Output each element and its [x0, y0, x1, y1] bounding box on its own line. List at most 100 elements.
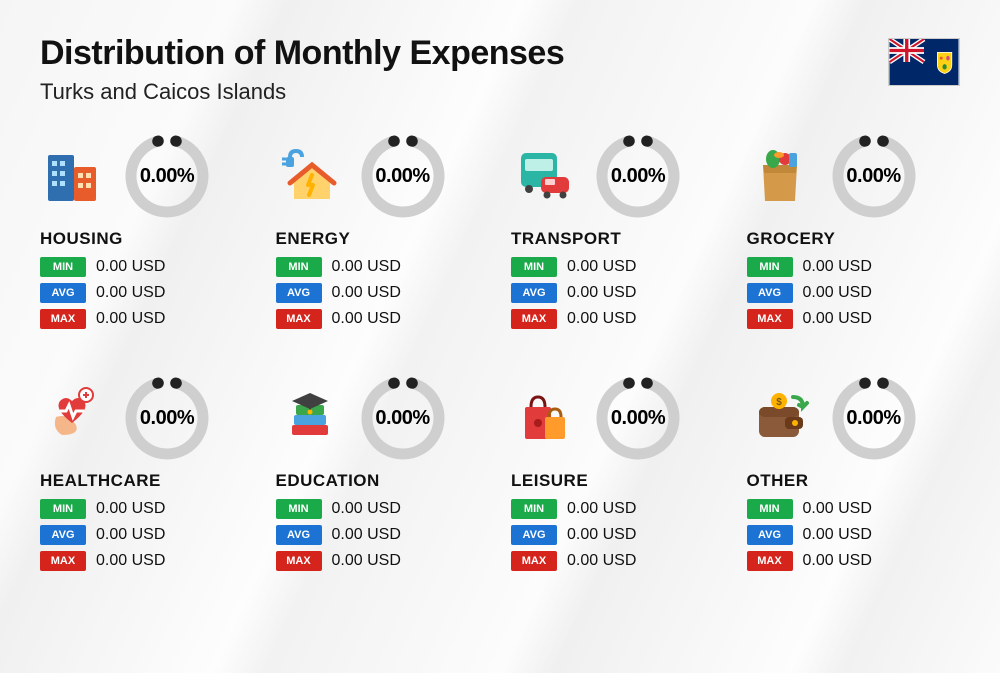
percent-value: 0.00%	[846, 165, 900, 188]
avg-value: 0.00 USD	[96, 526, 165, 544]
icon-row: 0.00%	[511, 133, 725, 219]
stat-avg: AVG 0.00 USD	[40, 283, 254, 303]
percent-value: 0.00%	[611, 165, 665, 188]
stat-max: MAX 0.00 USD	[276, 551, 490, 571]
category-name: OTHER	[747, 471, 961, 491]
category-name: EDUCATION	[276, 471, 490, 491]
avg-value: 0.00 USD	[567, 284, 636, 302]
max-value: 0.00 USD	[567, 310, 636, 328]
avg-value: 0.00 USD	[332, 526, 401, 544]
badge-max: MAX	[40, 551, 86, 571]
stat-min: MIN 0.00 USD	[747, 499, 961, 519]
min-value: 0.00 USD	[803, 258, 872, 276]
percent-value: 0.00%	[375, 407, 429, 430]
badge-avg: AVG	[747, 525, 793, 545]
category-name: TRANSPORT	[511, 229, 725, 249]
badge-min: MIN	[276, 257, 322, 277]
stat-avg: AVG 0.00 USD	[276, 283, 490, 303]
stat-max: MAX 0.00 USD	[40, 309, 254, 329]
page-subtitle: Turks and Caicos Islands	[40, 79, 564, 105]
badge-avg: AVG	[40, 283, 86, 303]
healthcare-icon	[40, 385, 106, 451]
category-card-energy: 0.00% ENERGY MIN 0.00 USD AVG 0.00 USD M…	[276, 133, 490, 335]
icon-row: 0.00%	[747, 133, 961, 219]
category-card-other: 0.00% OTHER MIN 0.00 USD AVG 0.00 USD MA…	[747, 375, 961, 577]
header: Distribution of Monthly Expenses Turks a…	[40, 34, 960, 105]
badge-min: MIN	[747, 257, 793, 277]
min-value: 0.00 USD	[96, 500, 165, 518]
category-card-transport: 0.00% TRANSPORT MIN 0.00 USD AVG 0.00 US…	[511, 133, 725, 335]
flag-icon	[888, 38, 960, 86]
icon-row: 0.00%	[747, 375, 961, 461]
max-value: 0.00 USD	[332, 552, 401, 570]
stat-min: MIN 0.00 USD	[511, 257, 725, 277]
category-name: HEALTHCARE	[40, 471, 254, 491]
stat-avg: AVG 0.00 USD	[511, 283, 725, 303]
grocery-bag-icon	[747, 143, 813, 209]
max-value: 0.00 USD	[567, 552, 636, 570]
stat-max: MAX 0.00 USD	[511, 309, 725, 329]
shopping-bags-icon	[511, 385, 577, 451]
buildings-icon	[40, 143, 106, 209]
max-value: 0.00 USD	[803, 310, 872, 328]
badge-avg: AVG	[511, 283, 557, 303]
category-grid: 0.00% HOUSING MIN 0.00 USD AVG 0.00 USD …	[40, 133, 960, 577]
min-value: 0.00 USD	[96, 258, 165, 276]
badge-max: MAX	[511, 551, 557, 571]
category-card-education: 0.00% EDUCATION MIN 0.00 USD AVG 0.00 US…	[276, 375, 490, 577]
category-name: HOUSING	[40, 229, 254, 249]
badge-min: MIN	[511, 499, 557, 519]
icon-row: 0.00%	[276, 133, 490, 219]
percent-ring: 0.00%	[124, 375, 210, 461]
badge-min: MIN	[40, 257, 86, 277]
percent-value: 0.00%	[611, 407, 665, 430]
max-value: 0.00 USD	[332, 310, 401, 328]
title-block: Distribution of Monthly Expenses Turks a…	[40, 34, 564, 105]
stat-avg: AVG 0.00 USD	[747, 525, 961, 545]
stat-avg: AVG 0.00 USD	[511, 525, 725, 545]
avg-value: 0.00 USD	[332, 284, 401, 302]
badge-avg: AVG	[747, 283, 793, 303]
badge-avg: AVG	[511, 525, 557, 545]
stat-max: MAX 0.00 USD	[747, 551, 961, 571]
max-value: 0.00 USD	[96, 552, 165, 570]
stat-min: MIN 0.00 USD	[40, 499, 254, 519]
stat-avg: AVG 0.00 USD	[40, 525, 254, 545]
percent-ring: 0.00%	[595, 375, 681, 461]
icon-row: 0.00%	[511, 375, 725, 461]
badge-max: MAX	[40, 309, 86, 329]
percent-value: 0.00%	[846, 407, 900, 430]
page-title: Distribution of Monthly Expenses	[40, 34, 564, 73]
stat-min: MIN 0.00 USD	[747, 257, 961, 277]
max-value: 0.00 USD	[96, 310, 165, 328]
badge-min: MIN	[747, 499, 793, 519]
avg-value: 0.00 USD	[803, 284, 872, 302]
badge-max: MAX	[276, 309, 322, 329]
category-card-leisure: 0.00% LEISURE MIN 0.00 USD AVG 0.00 USD …	[511, 375, 725, 577]
category-card-grocery: 0.00% GROCERY MIN 0.00 USD AVG 0.00 USD …	[747, 133, 961, 335]
category-card-healthcare: 0.00% HEALTHCARE MIN 0.00 USD AVG 0.00 U…	[40, 375, 254, 577]
percent-ring: 0.00%	[360, 375, 446, 461]
stat-avg: AVG 0.00 USD	[747, 283, 961, 303]
percent-value: 0.00%	[375, 165, 429, 188]
icon-row: 0.00%	[40, 375, 254, 461]
percent-ring: 0.00%	[831, 133, 917, 219]
percent-ring: 0.00%	[360, 133, 446, 219]
percent-value: 0.00%	[140, 407, 194, 430]
stat-max: MAX 0.00 USD	[40, 551, 254, 571]
category-name: LEISURE	[511, 471, 725, 491]
category-name: GROCERY	[747, 229, 961, 249]
bus-car-icon	[511, 143, 577, 209]
energy-house-icon	[276, 143, 342, 209]
percent-value: 0.00%	[140, 165, 194, 188]
badge-max: MAX	[511, 309, 557, 329]
wallet-icon	[747, 385, 813, 451]
avg-value: 0.00 USD	[96, 284, 165, 302]
avg-value: 0.00 USD	[567, 526, 636, 544]
badge-max: MAX	[747, 309, 793, 329]
stat-min: MIN 0.00 USD	[511, 499, 725, 519]
stat-min: MIN 0.00 USD	[276, 257, 490, 277]
min-value: 0.00 USD	[567, 500, 636, 518]
stat-min: MIN 0.00 USD	[276, 499, 490, 519]
icon-row: 0.00%	[276, 375, 490, 461]
